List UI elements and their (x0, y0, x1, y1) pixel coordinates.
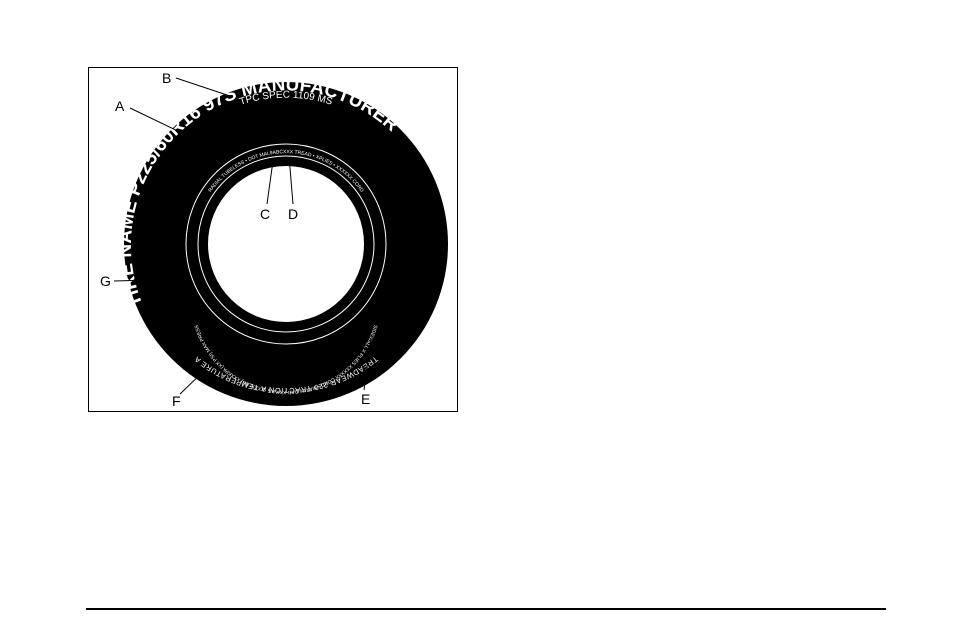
tire-diagram: TIRE NAME P225/60R16 97S MANUFACTURER TP… (0, 0, 954, 636)
callout-G: G (100, 273, 111, 289)
page-rule (86, 608, 886, 610)
callout-E: E (361, 391, 370, 407)
callout-D: D (288, 206, 298, 222)
callout-A: A (115, 98, 124, 114)
callout-F: F (172, 393, 181, 409)
callout-C: C (260, 206, 270, 222)
callout-B: B (162, 70, 171, 86)
tire-bore (208, 166, 364, 322)
